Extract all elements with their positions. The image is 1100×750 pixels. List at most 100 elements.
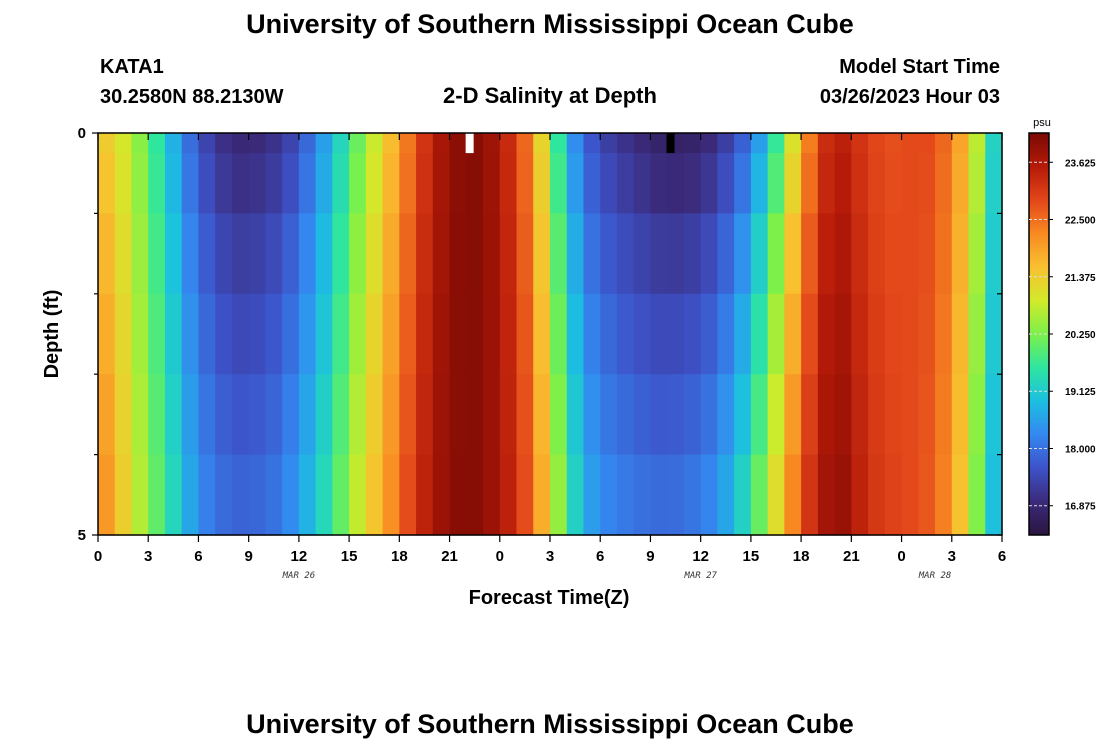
heatmap-cell bbox=[365, 374, 384, 456]
heatmap-cell bbox=[432, 133, 451, 154]
heatmap-cell bbox=[901, 213, 919, 295]
heatmap-cell bbox=[683, 374, 702, 456]
heatmap-cell bbox=[499, 133, 518, 154]
heatmap-cell bbox=[717, 374, 735, 456]
heatmap-cell bbox=[717, 454, 735, 536]
x-tick-label: 21 bbox=[441, 548, 458, 565]
heatmap-cell bbox=[432, 153, 451, 214]
heatmap-cell bbox=[131, 213, 149, 295]
heatmap-cell bbox=[231, 153, 250, 214]
heatmap-cell bbox=[750, 133, 769, 154]
heatmap-cell bbox=[650, 153, 668, 214]
x-tick-label: 0 bbox=[94, 548, 102, 565]
heatmap-cell bbox=[399, 374, 417, 456]
heatmap-cell bbox=[466, 374, 484, 456]
heatmap-cell bbox=[784, 213, 802, 295]
heatmap-cell bbox=[717, 213, 735, 295]
model-start-label: Model Start Time bbox=[839, 56, 1000, 78]
heatmap-cell bbox=[868, 293, 886, 375]
heatmap-cell bbox=[767, 153, 785, 214]
heatmap-cell bbox=[834, 133, 852, 154]
heatmap-cell bbox=[616, 374, 635, 456]
x-tick-label: 0 bbox=[496, 548, 504, 565]
heatmap-cell bbox=[884, 374, 903, 456]
heatmap-cell bbox=[215, 153, 233, 214]
heatmap-cell bbox=[315, 293, 333, 375]
heatmap-cell bbox=[550, 133, 568, 154]
heatmap-cell bbox=[667, 454, 685, 536]
heatmap-cell bbox=[566, 454, 585, 536]
heatmap-cell bbox=[315, 454, 333, 536]
heatmap-cell bbox=[365, 153, 384, 214]
heatmap-cell bbox=[683, 454, 702, 536]
heatmap-cell bbox=[650, 454, 668, 536]
missing-data-marker bbox=[465, 133, 474, 154]
y-tick-label: 5 bbox=[78, 527, 86, 544]
heatmap-cell bbox=[616, 133, 635, 154]
heatmap-cell bbox=[533, 133, 551, 154]
x-tick-label: 21 bbox=[843, 548, 860, 565]
heatmap-cell bbox=[148, 293, 166, 375]
heatmap-cell bbox=[633, 153, 652, 214]
heatmap-cell bbox=[700, 293, 719, 375]
heatmap-cell bbox=[298, 213, 317, 295]
heatmap-cell bbox=[968, 293, 986, 375]
heatmap-cell bbox=[667, 153, 685, 214]
y-axis-label: Depth (ft) bbox=[41, 290, 63, 379]
heatmap-cell bbox=[198, 293, 216, 375]
heatmap-cell bbox=[633, 374, 652, 456]
heatmap-cell bbox=[683, 153, 702, 214]
heatmap-cell bbox=[884, 293, 903, 375]
heatmap-cell bbox=[432, 293, 451, 375]
x-tick-label: 9 bbox=[646, 548, 654, 565]
heatmap-cell bbox=[98, 213, 116, 295]
x-tick-label: 6 bbox=[998, 548, 1006, 565]
heatmap-cell bbox=[734, 153, 752, 214]
heatmap-cell bbox=[466, 454, 484, 536]
heatmap-cell bbox=[918, 293, 936, 375]
heatmap-cell bbox=[616, 213, 635, 295]
heatmap-cell bbox=[98, 133, 116, 154]
heatmap-cell bbox=[349, 213, 367, 295]
heatmap-cell bbox=[650, 293, 668, 375]
heatmap-cell bbox=[164, 293, 183, 375]
heatmap-cell bbox=[868, 454, 886, 536]
heatmap-cell bbox=[282, 293, 300, 375]
heatmap-cell bbox=[817, 153, 836, 214]
heatmap-cell bbox=[884, 213, 903, 295]
station-id: KATA1 bbox=[100, 56, 164, 78]
heatmap-cell bbox=[432, 454, 451, 536]
heatmap-cell bbox=[935, 153, 953, 214]
heatmap-cell bbox=[616, 454, 635, 536]
heatmap-cell bbox=[550, 454, 568, 536]
heatmap-cell bbox=[282, 454, 300, 536]
heatmap-cell bbox=[851, 454, 869, 536]
heatmap-cell bbox=[516, 293, 534, 375]
heatmap-cell bbox=[365, 454, 384, 536]
x-tick-label: 0 bbox=[897, 548, 905, 565]
salinity-heatmap-chart: 0 3 6 9 12 15 18 21 0 3 6 9 12 15 18 21 0 3 6 MAR 26 MAR 27 M… bbox=[41, 117, 1096, 609]
heatmap-cell bbox=[616, 293, 635, 375]
heatmap-cell bbox=[583, 454, 601, 536]
heatmap-cell bbox=[466, 213, 484, 295]
heatmap-cell bbox=[131, 293, 149, 375]
heatmap-cell bbox=[918, 133, 936, 154]
heatmap-cell bbox=[951, 153, 970, 214]
heatmap-cell bbox=[600, 454, 618, 536]
heatmap-cell bbox=[365, 133, 384, 154]
heatmap-cell bbox=[248, 213, 267, 295]
heatmap-cell bbox=[935, 133, 953, 154]
heatmap-cell bbox=[131, 153, 149, 214]
heatmap-cell bbox=[349, 454, 367, 536]
heatmap-cell bbox=[968, 153, 986, 214]
heatmap-cell bbox=[750, 293, 769, 375]
heatmap-cell bbox=[298, 374, 317, 456]
heatmap-cell bbox=[884, 153, 903, 214]
heatmap-cell bbox=[851, 374, 869, 456]
heatmap-cell bbox=[734, 454, 752, 536]
heatmap-cell bbox=[114, 454, 133, 536]
heatmap-cell bbox=[985, 153, 1003, 214]
x-day-label: MAR 27 bbox=[683, 571, 717, 581]
heatmap-cell bbox=[332, 374, 350, 456]
x-tick-label: 6 bbox=[194, 548, 202, 565]
